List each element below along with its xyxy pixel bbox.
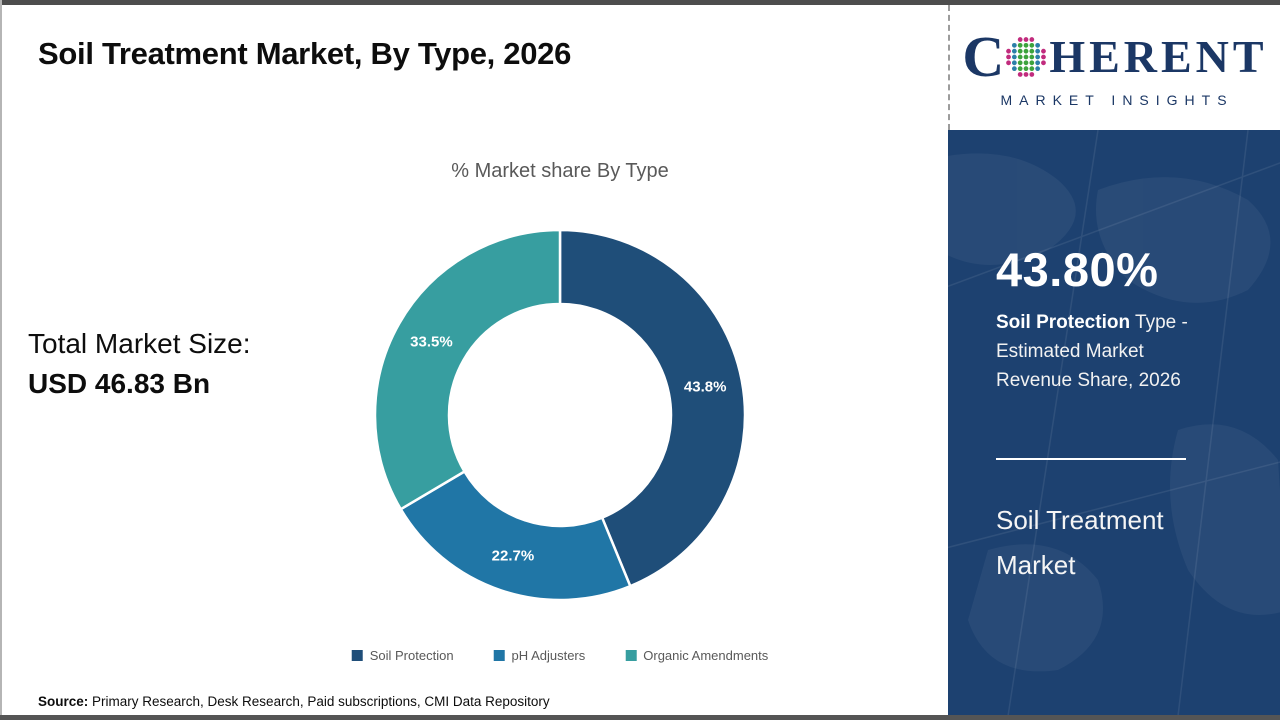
source-note-label: Source: — [38, 694, 89, 709]
page-title: Soil Treatment Market, By Type, 2026 — [38, 36, 572, 71]
source-note: Source: Primary Research, Desk Research,… — [38, 694, 550, 709]
brand-letter-c: C — [962, 23, 1005, 89]
highlight-sidebar: 43.80% Soil Protection Type - Estimated … — [948, 130, 1280, 716]
sidebar-stat-description-bold: Soil Protection — [996, 312, 1131, 333]
sidebar-stat-description-rest: Type - Estimated Market Revenue Share, 2… — [996, 312, 1188, 391]
sidebar-market-name: Soil Treatment Market — [996, 505, 1164, 580]
top-frame-bar — [0, 0, 1280, 5]
donut-segment-label: 43.8% — [684, 378, 727, 395]
donut-segment — [373, 228, 562, 511]
legend-label: Organic Amendments — [643, 648, 769, 663]
brand-tagline: MARKET INSIGHTS — [1000, 91, 1234, 108]
bottom-frame-bar — [0, 715, 1280, 720]
legend-swatch-icon — [351, 650, 363, 661]
brand-letters-herent: HERENT — [1049, 30, 1268, 82]
brand-logo-row: C HERENT — [962, 23, 1268, 89]
donut-segment — [558, 228, 747, 588]
total-market-size: Total Market Size: USD 46.83 Bn — [28, 324, 251, 404]
chart-legend: Soil Protection pH Adjusters Organic Amend… — [332, 648, 789, 663]
sidebar-divider — [996, 458, 1186, 460]
donut-chart: 43.8% 22.7% 33.5% — [373, 228, 747, 602]
legend-item: Organic Amendments — [625, 648, 768, 663]
legend-swatch-icon — [625, 650, 637, 661]
left-frame-edge — [0, 0, 2, 720]
source-note-text: Primary Research, Desk Research, Paid su… — [88, 694, 550, 709]
brand-logo: C HERENT MARKET INSIGHTS — [948, 5, 1280, 130]
total-market-size-label: Total Market Size: — [28, 328, 251, 359]
legend-item: Soil Protection — [351, 648, 454, 663]
total-market-size-value: USD 46.83 Bn — [28, 368, 211, 399]
donut-segment — [399, 470, 632, 602]
sidebar-stat-description: Soil Protection Type - Estimated Market … — [996, 308, 1214, 395]
legend-swatch-icon — [493, 650, 505, 661]
donut-segment-label: 22.7% — [492, 547, 535, 564]
legend-label: pH Adjusters — [511, 648, 586, 663]
chart-title: % Market share By Type — [451, 160, 669, 182]
world-map-texture — [948, 130, 1280, 716]
legend-label: Soil Protection — [369, 648, 454, 663]
legend-item: pH Adjusters — [493, 648, 586, 663]
sidebar-stat-value: 43.80% — [996, 243, 1159, 296]
donut-segment-label: 33.5% — [410, 334, 453, 351]
coherent-globe-icon — [1006, 36, 1047, 77]
